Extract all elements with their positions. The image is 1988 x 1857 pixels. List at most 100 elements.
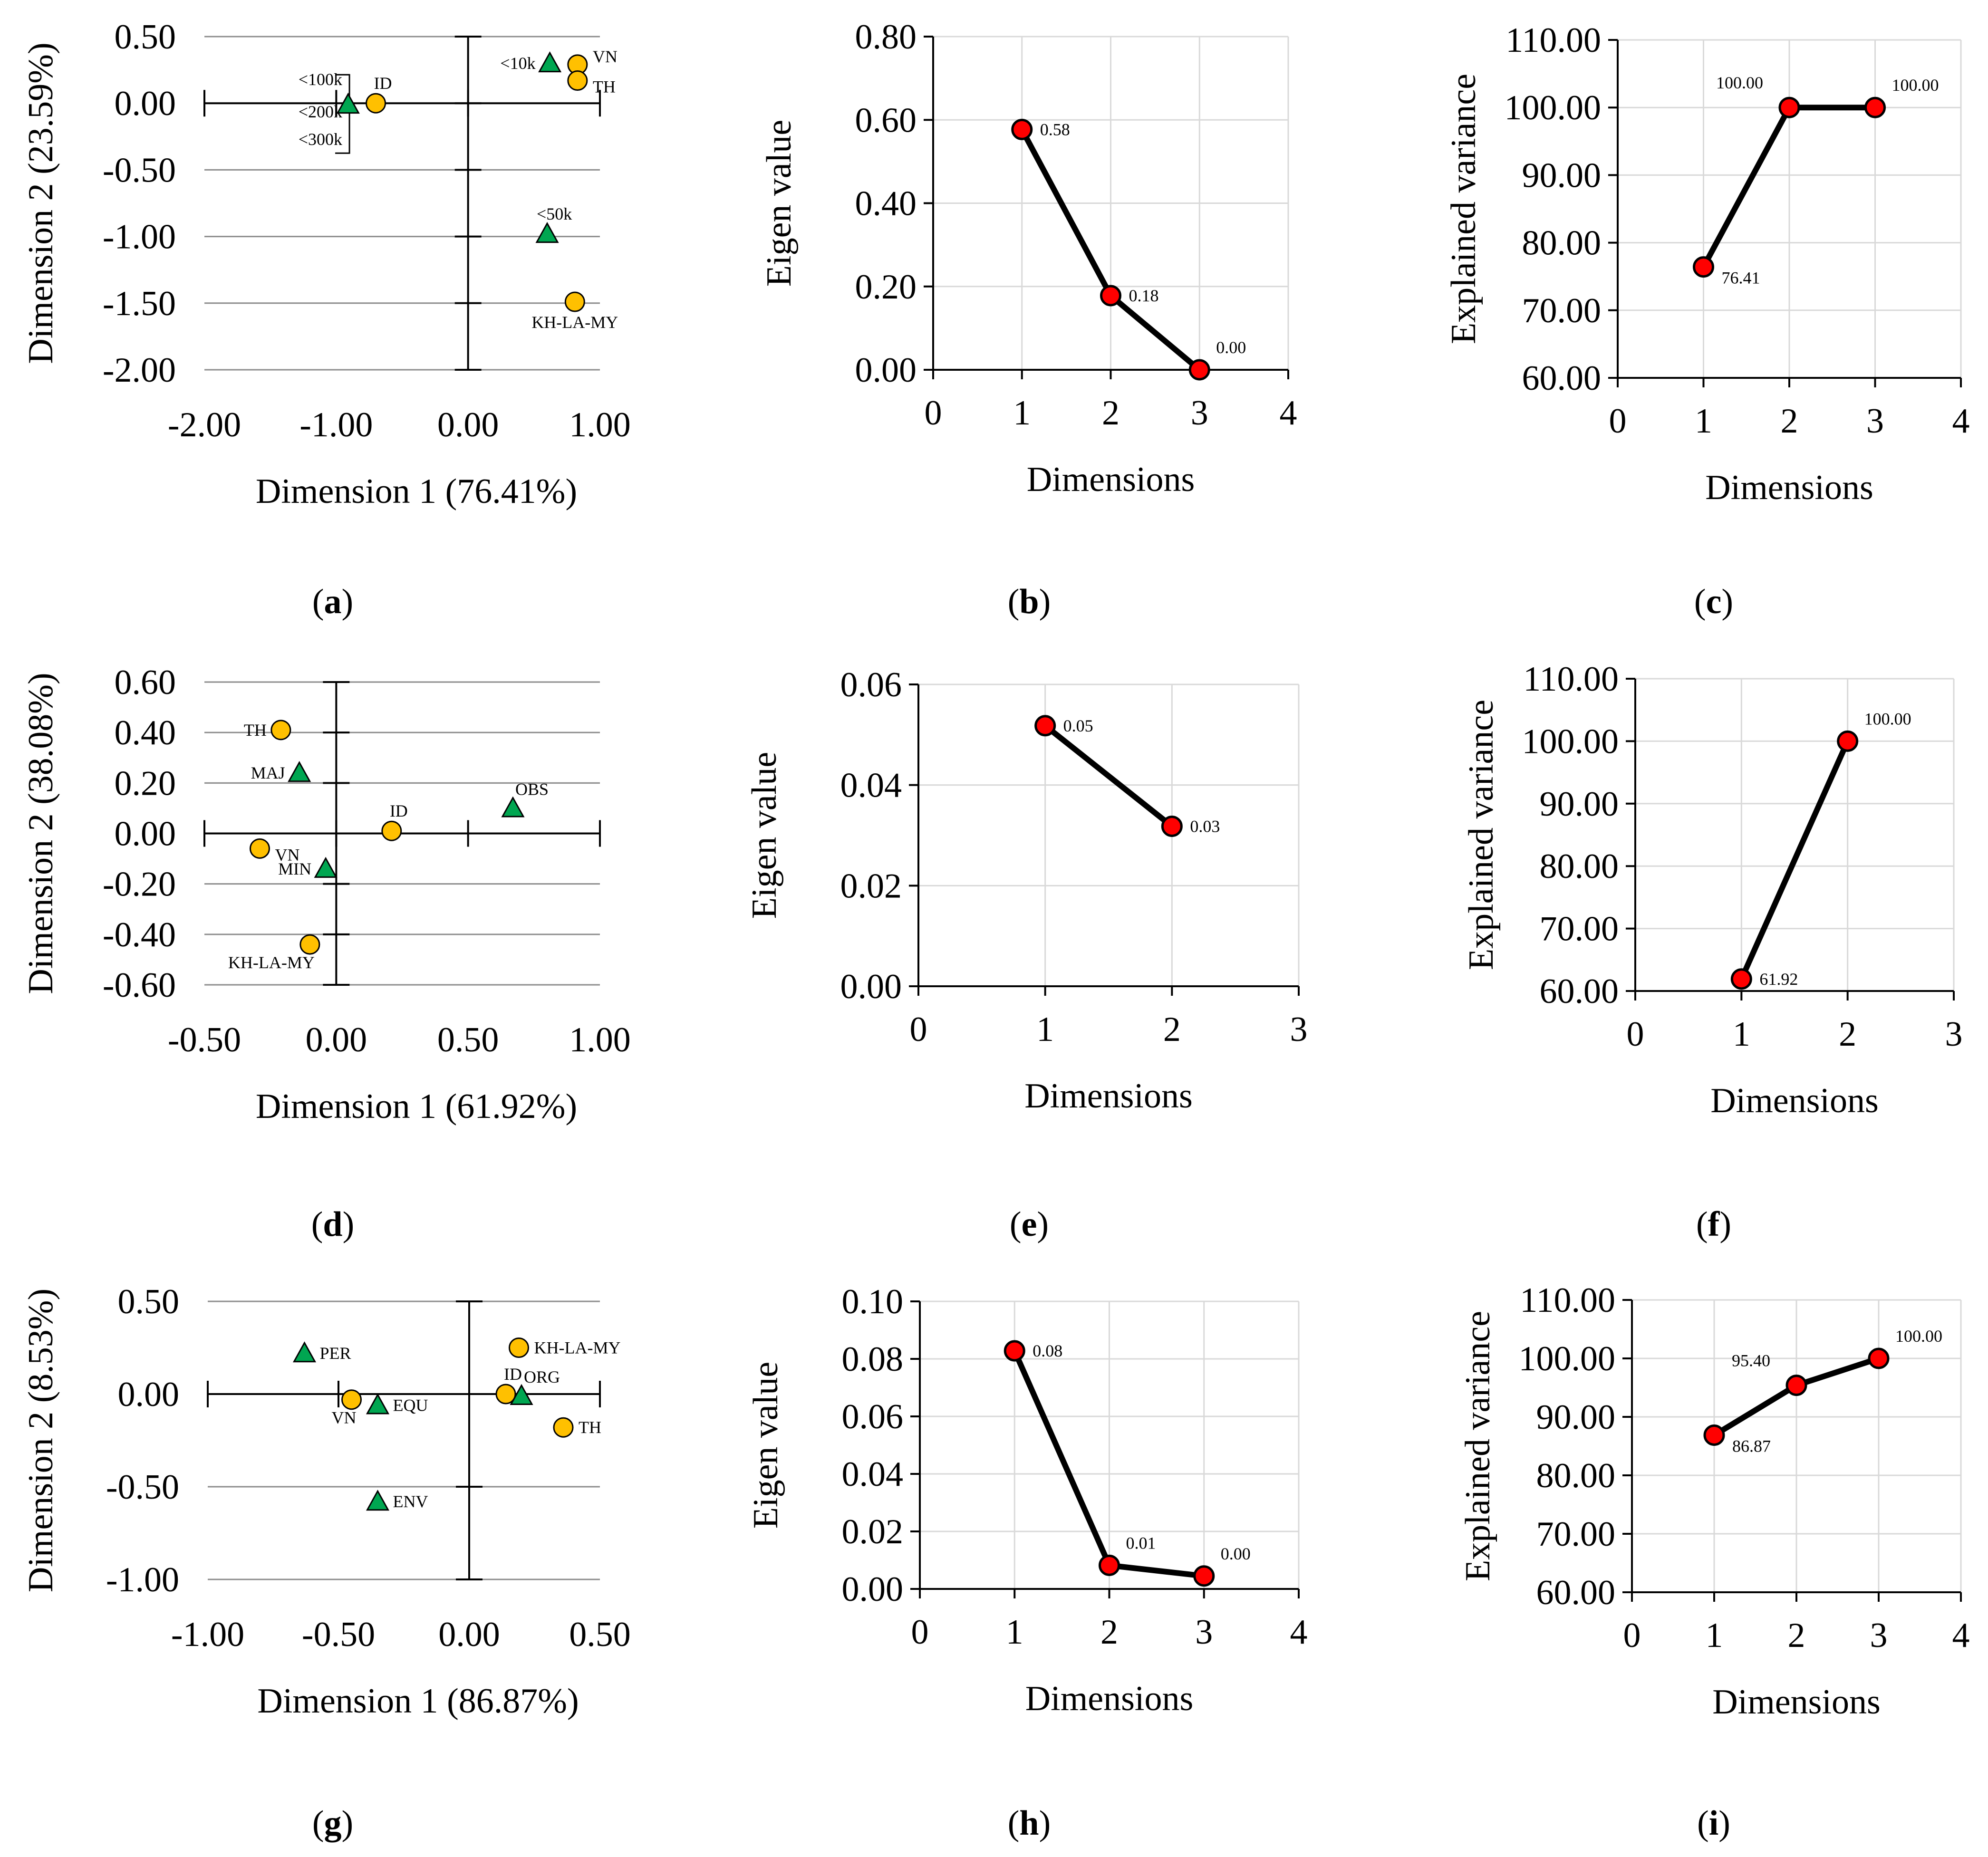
chart-f: 60.00 70.00 80.00 90.00 100.00 110.00 0 1 2 3 61.9… — [1462, 660, 1963, 1244]
data-point — [1011, 118, 1033, 140]
x-tick-label: 3 — [1191, 394, 1208, 433]
chart-a: -2.00 -1.50 -1.00 -0.50 0.00 0.50 -2.00 -1.00 0.… — [21, 18, 631, 621]
x-tick-label: 2 — [1788, 1616, 1805, 1655]
point-circle — [567, 70, 588, 91]
bracket — [335, 74, 350, 154]
point-label: ID — [390, 801, 408, 820]
y-tick-label: 0.60 — [855, 101, 917, 140]
point-circle — [509, 1337, 529, 1358]
y-tick-label: -1.00 — [106, 1560, 179, 1599]
y-tick-label: 100.00 — [1505, 88, 1602, 127]
point-circle — [553, 1417, 574, 1438]
data-point — [1161, 815, 1183, 837]
y-axis-title: Dimension 2 (38.08%) — [21, 673, 60, 994]
x-tick-label: 4 — [1952, 1616, 1970, 1655]
point-triangle — [314, 856, 338, 878]
y-tick-label: 0.00 — [118, 1375, 180, 1414]
y-tick-label: 0.40 — [115, 713, 176, 752]
y-tick-label: -0.50 — [103, 151, 176, 190]
chart-d: -0.60 -0.40 -0.20 0.00 0.20 0.40 0.60 -0.50 0.00… — [21, 663, 631, 1244]
y-tick-label: -0.40 — [103, 915, 176, 954]
bracket-label: <300k — [299, 130, 342, 149]
x-tick-label: 0 — [1609, 402, 1627, 441]
x-tick-label: -1.00 — [299, 405, 373, 444]
y-tick-label: 0.00 — [115, 815, 176, 854]
panel-caption: (d) — [311, 1205, 354, 1244]
y-tick-label: 0.20 — [855, 268, 917, 307]
y-tick-label: 60.00 — [1540, 972, 1619, 1011]
y-tick-label: 0.02 — [842, 1512, 904, 1551]
y-tick-label: -2.00 — [103, 351, 176, 390]
data-label: 100.00 — [1864, 709, 1911, 728]
y-axis-title: Eigen value — [746, 1362, 785, 1529]
y-axis-title: Explained variance — [1458, 1311, 1497, 1581]
y-tick-label: -1.00 — [103, 218, 176, 257]
x-tick-label: 2 — [1102, 394, 1119, 433]
y-tick-label: 0.80 — [855, 18, 917, 57]
panel-caption: (c) — [1694, 582, 1733, 621]
x-tick-label: 0.00 — [306, 1020, 367, 1059]
point-circle — [366, 93, 386, 114]
data-point — [1730, 968, 1752, 990]
point-label: VN — [593, 47, 618, 66]
y-tick-label: 90.00 — [1536, 1398, 1616, 1437]
data-label: 0.05 — [1063, 716, 1093, 735]
data-point — [1188, 359, 1210, 381]
series-line — [1738, 740, 1851, 981]
y-tick-label: 0.50 — [118, 1282, 180, 1321]
y-tick-label: 80.00 — [1522, 224, 1602, 263]
point-circle — [381, 820, 402, 841]
data-label: 0.01 — [1126, 1533, 1156, 1552]
point-label: OBS — [515, 779, 549, 799]
point-circle — [495, 1384, 516, 1405]
x-tick-label: -1.00 — [171, 1615, 244, 1654]
panel-caption: (h) — [1008, 1804, 1051, 1843]
chart-e: 0.00 0.02 0.04 0.06 0 1 2 3 0.05 0.03 Dimensions Ei… — [745, 665, 1308, 1244]
data-label: 0.18 — [1129, 286, 1159, 305]
bracket-label: <200k — [299, 102, 342, 121]
x-axis-title: Dimension 1 (76.41%) — [256, 472, 577, 511]
chart-c: 60.00 70.00 80.00 90.00 100.00 110.00 0 1 2 3 4 76.… — [1444, 21, 1970, 621]
y-tick-label: 0.08 — [842, 1340, 904, 1379]
data-point — [1703, 1424, 1725, 1446]
point-label: KH-LA-MY — [531, 313, 618, 332]
data-label: 0.58 — [1040, 120, 1070, 139]
x-tick-label: 0.00 — [437, 405, 499, 444]
y-tick-label: 0.20 — [115, 764, 176, 803]
data-label: 100.00 — [1895, 1327, 1942, 1346]
x-tick-label: 0 — [925, 394, 942, 433]
y-tick-label: 80.00 — [1540, 847, 1619, 886]
data-label: 86.87 — [1732, 1436, 1771, 1455]
x-tick-label: 2 — [1839, 1015, 1856, 1054]
point-circle — [341, 1389, 362, 1410]
x-tick-label: 0.00 — [438, 1615, 500, 1654]
point-label: TH — [244, 721, 267, 740]
y-tick-label: 70.00 — [1540, 910, 1619, 949]
x-tick-label: 0 — [1627, 1015, 1644, 1054]
data-point — [1864, 96, 1886, 118]
y-tick-label: 0.04 — [840, 766, 902, 805]
panel-caption: (b) — [1008, 582, 1051, 621]
x-tick-label: 3 — [1290, 1010, 1308, 1049]
x-axis-title: Dimensions — [1705, 468, 1873, 507]
x-tick-label: 0 — [911, 1613, 929, 1652]
point-label: MAJ — [251, 763, 285, 782]
x-tick-label: 3 — [1945, 1015, 1963, 1054]
x-tick-label: 0.50 — [569, 1615, 631, 1654]
y-tick-label: 110.00 — [1523, 660, 1619, 699]
point-circle — [249, 838, 270, 859]
data-point — [1778, 96, 1800, 118]
point-label: <50k — [537, 204, 572, 223]
data-label: 0.03 — [1190, 817, 1220, 836]
y-axis-title: Eigen value — [760, 120, 799, 287]
point-circle — [299, 934, 320, 955]
point-label: EQU — [393, 1395, 428, 1414]
x-axis-title: Dimension 1 (61.92%) — [256, 1087, 577, 1126]
y-tick-label: 0.60 — [115, 663, 176, 702]
y-tick-label: 60.00 — [1536, 1573, 1616, 1612]
y-axis-title: Dimension 2 (23.59%) — [21, 42, 60, 364]
y-tick-label: -1.50 — [103, 284, 176, 323]
series-line — [1043, 723, 1174, 829]
y-tick-label: 110.00 — [1505, 21, 1601, 60]
